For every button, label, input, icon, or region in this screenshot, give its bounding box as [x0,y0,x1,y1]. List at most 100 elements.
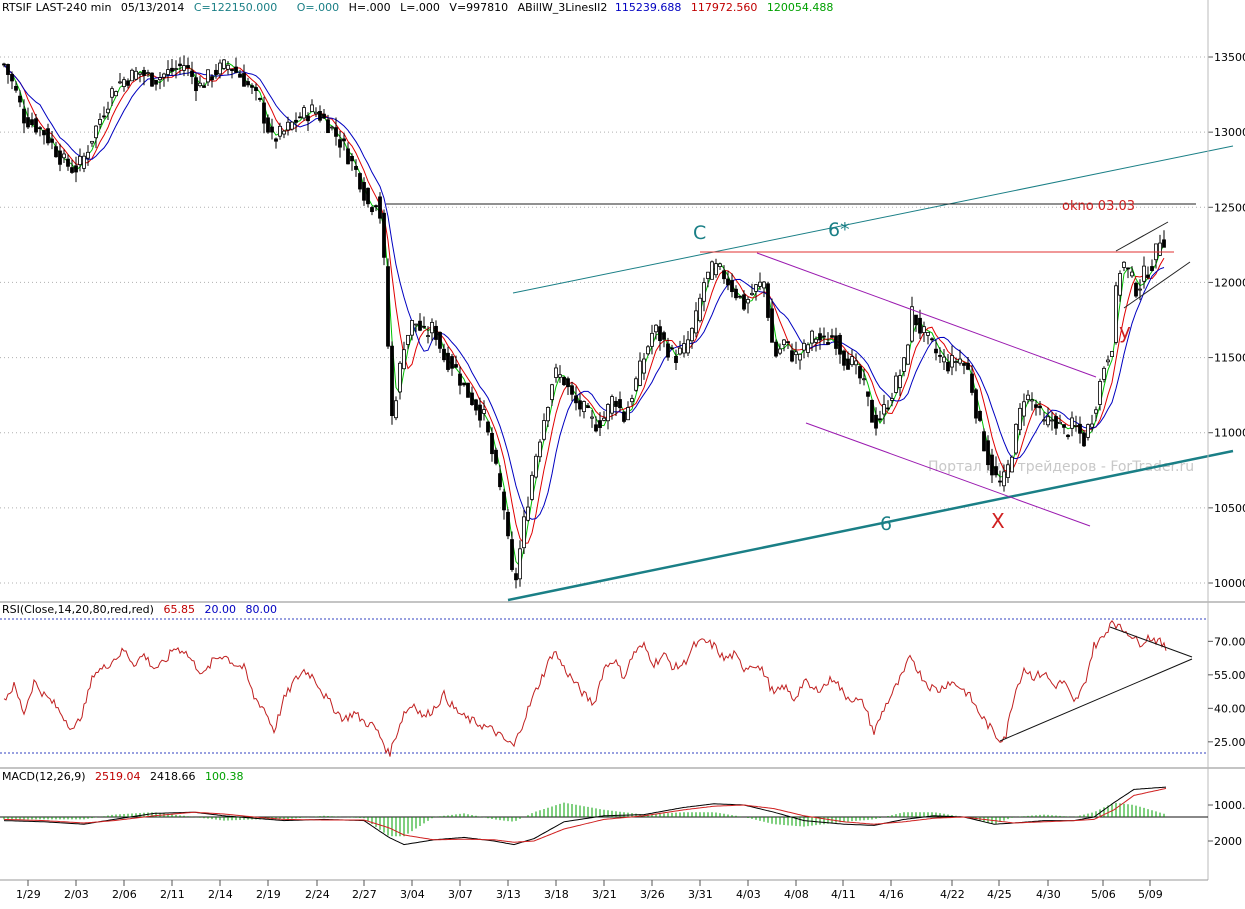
x-tick-label: 2/24 [305,888,330,901]
price-bar-body [1146,274,1150,278]
price-bar-body [1046,416,1050,426]
price-bar-body [78,155,82,165]
price-bar-body [62,153,66,159]
price-bar-body [14,85,18,91]
price-bar-body [94,125,98,139]
price-bar-body [282,130,286,135]
price-bar-body [862,378,866,381]
price-bar-body [1090,423,1094,428]
flag-lower-line [1123,261,1191,309]
x-tick-label: 2/03 [64,888,89,901]
price-bar-body [670,347,674,350]
price-bar-body [582,401,586,413]
price-bar-body [410,320,414,336]
price-bar-body [530,474,534,500]
label-okno: okno 03.03 [1062,199,1135,214]
price-bar-body [502,491,506,511]
price-bar-body [822,335,826,338]
rsi-tick-label: 25.00 [1214,736,1245,749]
price-bar-body [782,339,786,345]
price-bar-body [246,81,250,86]
price-bar-body [998,480,1002,483]
price-bar-body [922,326,926,333]
price-bar-body [1042,419,1046,422]
macd-value: 2519.04 [95,770,141,783]
x-tick-label: 2/19 [256,888,281,901]
price-bar-body [170,67,174,72]
price-bar-body [890,398,894,401]
price-bar-body [1038,405,1042,409]
price-bar-body [946,361,950,372]
price-bar-body [482,409,486,414]
price-bar-body [310,104,314,112]
price-bar-body [386,266,390,347]
price-bar-body [570,385,574,395]
price-bar-body [642,358,646,374]
price-bar-body [1118,273,1122,296]
price-bar-body [674,355,678,363]
flag-upper-line [1115,221,1169,252]
price-bar-body [22,108,26,124]
macd-panel: 1000. 2000 [0,786,1245,848]
price-bar-body [322,113,326,119]
header-high: H=.000 [348,1,391,14]
price-bar-body [950,355,954,368]
price-bar-body [558,374,562,378]
price-bar-body [486,421,490,433]
price-axis: 13500 13000 12500 12000 11500 11000 10500 10000 [1208,51,1245,590]
price-bar-body [38,127,42,130]
price-bar-body [594,424,598,432]
price-bar-body [710,261,714,280]
price-bar-body [10,73,14,82]
price-bar-body [214,69,218,75]
price-bar-body [526,506,530,521]
price-bar-body [250,85,254,88]
rsi-line [3,619,1167,757]
price-bar-body [286,121,290,131]
x-tick-label: 4/16 [879,888,904,901]
x-tick-label: 4/30 [1036,888,1061,901]
price-bar-body [602,417,606,421]
price-bar-body [722,270,726,280]
price-bar-body [178,63,182,67]
price-bar-body [118,81,122,84]
x-tick-label: 5/09 [1138,888,1163,901]
price-bar-body [522,516,526,549]
price-bar-body [270,126,274,133]
price-bar-body [422,325,426,328]
price-bar-body [1058,421,1062,425]
price-bar-body [638,360,642,386]
price-bar-body [1122,261,1126,268]
x-tick-label: 4/08 [784,888,809,901]
price-bar-body [2,63,6,66]
price-bar-body [578,400,582,410]
price-bar-body [810,330,814,344]
price-bar-body [110,88,114,98]
price-bar-body [790,350,794,362]
price-bar-body [966,362,970,370]
price-bar-body [666,343,670,358]
price-bar-body [378,196,382,219]
x-tick-label: 5/06 [1091,888,1116,901]
price-bar-body [994,466,998,476]
price-bar-body [54,146,58,158]
rsi-resistance-line [1109,626,1193,658]
price-bar-body [338,139,342,148]
price-bar-body [106,108,110,114]
price-bar-body [1062,424,1066,428]
price-tick-label: 10500 [1214,502,1245,515]
price-tick-label: 12500 [1214,201,1245,214]
price-bar-body [470,392,474,405]
price-bar-body [450,356,454,369]
price-tick-label: 11500 [1214,352,1245,365]
price-bar-body [934,348,938,354]
price-bar-body [210,76,214,81]
price-bar-body [518,548,522,580]
price-bar-body [742,294,746,310]
price-bar-body [98,119,102,125]
price-bar-body [238,73,242,78]
price-bar-body [914,314,918,326]
price-bar-body [1018,407,1022,431]
price-bar-body [878,418,882,421]
price-bar-body [534,455,538,478]
